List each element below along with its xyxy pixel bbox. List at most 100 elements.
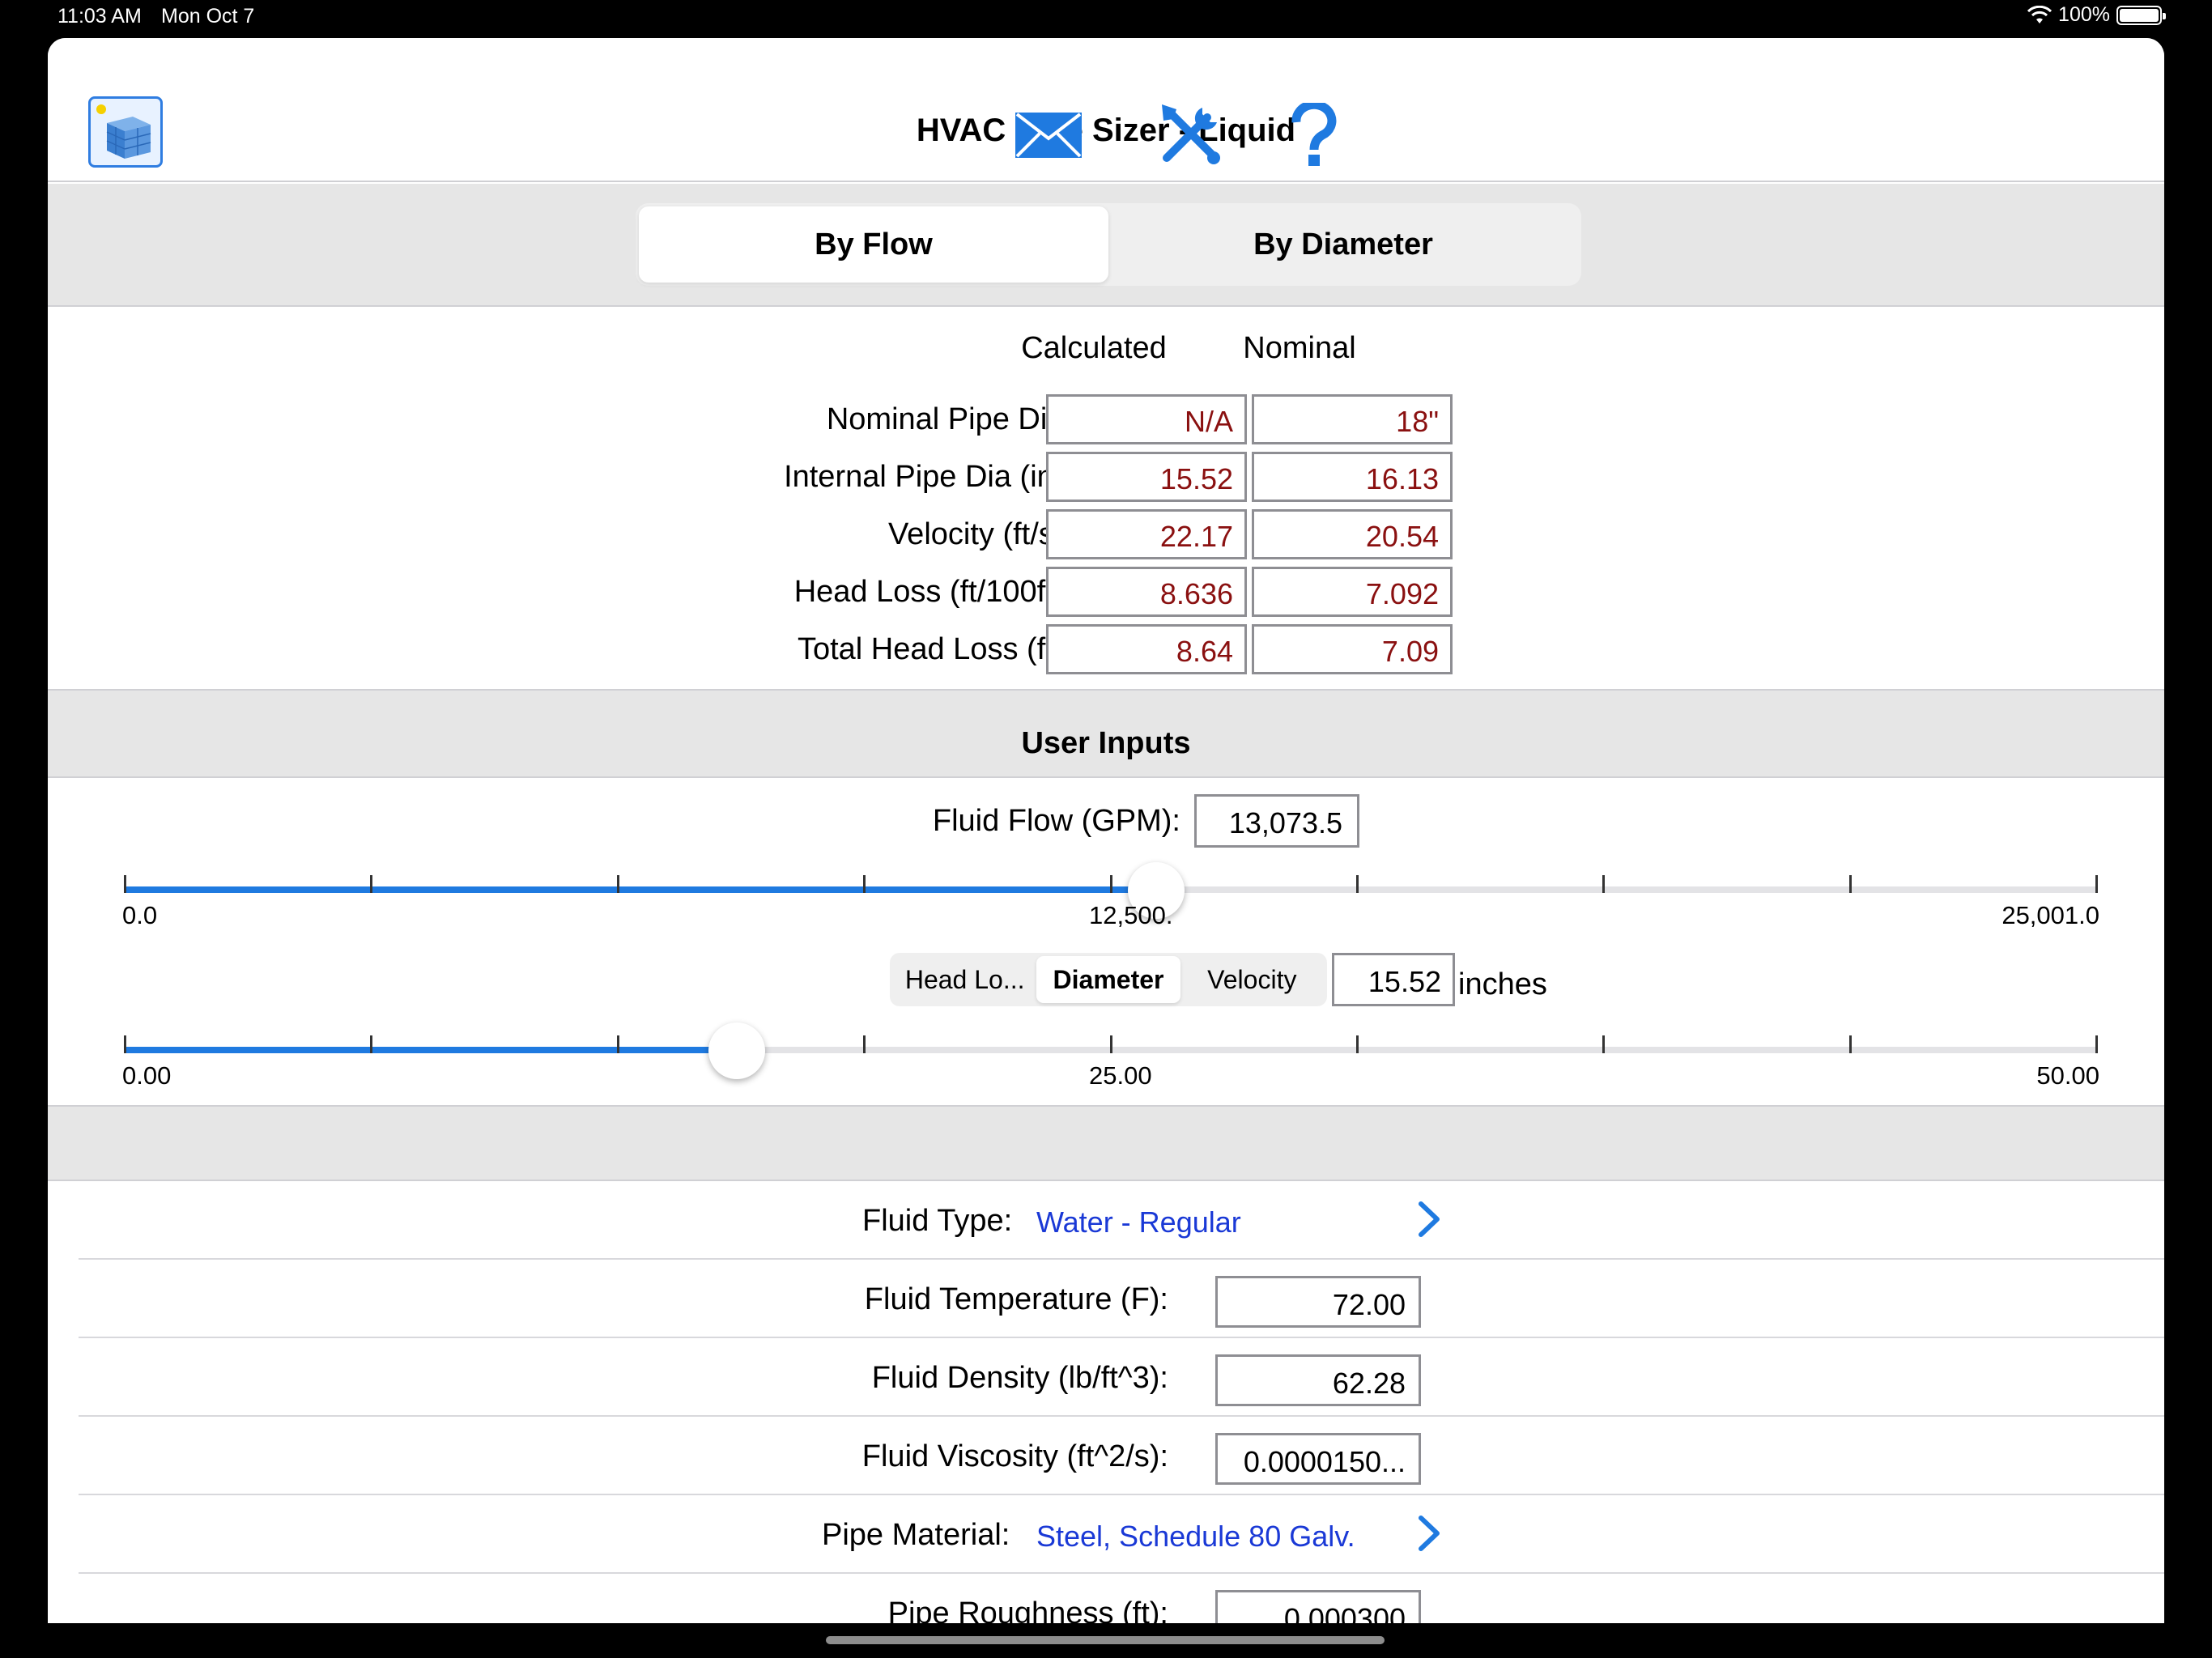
fluid-flow-input[interactable]: 13,073.5 <box>1194 794 1359 848</box>
status-date: Mon Oct 7 <box>161 5 255 28</box>
slider-max-label: 50.00 <box>2036 1061 2099 1090</box>
slider-tick <box>863 1035 866 1053</box>
result-row-internal-dia: Internal Pipe Dia (in): 15.52 16.13 <box>48 452 2164 505</box>
fluid-temperature-label: Fluid Temperature (F): <box>864 1282 1168 1316</box>
fluid-type-value[interactable]: Water - Regular <box>1036 1205 1241 1239</box>
fluid-type-row[interactable]: Fluid Type: Water - Regular <box>79 1181 2164 1260</box>
slider-tick <box>1356 1035 1359 1053</box>
slider-tick <box>1602 1035 1605 1053</box>
tab-by-diameter[interactable]: By Diameter <box>1253 227 1433 261</box>
fluid-density-row: Fluid Density (lb/ft^3): 62.28 <box>79 1338 2164 1417</box>
flow-slider[interactable]: 0.0 12,500. 25,001.0 <box>122 859 2099 929</box>
mail-icon <box>1015 113 1082 158</box>
nominal-value: 18" <box>1252 394 1453 444</box>
calculated-value: 22.17 <box>1046 509 1247 559</box>
home-indicator[interactable] <box>826 1636 1385 1644</box>
tab-by-flow[interactable]: By Flow <box>639 206 1108 283</box>
calculated-header: Calculated <box>1021 331 1167 365</box>
fluid-viscosity-row: Fluid Viscosity (ft^2/s): 0.0000150... <box>79 1417 2164 1495</box>
building-icon[interactable] <box>88 96 163 168</box>
slider-tick <box>617 875 619 893</box>
result-row-total-head-loss: Total Head Loss (ft): 8.64 7.09 <box>48 624 2164 678</box>
slider-tick <box>124 875 126 893</box>
result-row-velocity: Velocity (ft/s): 22.17 20.54 <box>48 509 2164 563</box>
size-mode-segmented-control: Head Lo... Diameter Velocity <box>890 953 1327 1006</box>
wifi-icon <box>2027 5 2052 23</box>
diameter-slider[interactable]: 0.00 25.00 50.00 <box>122 1019 2099 1090</box>
help-button[interactable] <box>1277 98 1351 172</box>
slider-tick <box>124 1035 126 1053</box>
slider-fill <box>124 1047 737 1053</box>
mode-band: By Flow By Diameter <box>48 184 2164 307</box>
nominal-value: 16.13 <box>1252 452 1453 502</box>
slider-tick <box>2095 875 2098 893</box>
result-label: Velocity (ft/s): <box>887 517 1073 551</box>
calculated-value: 8.64 <box>1046 624 1247 674</box>
fluid-viscosity-label: Fluid Viscosity (ft^2/s): <box>861 1439 1168 1473</box>
result-row-head-loss: Head Loss (ft/100ft): 8.636 7.092 <box>48 567 2164 620</box>
nominal-value: 7.092 <box>1252 567 1453 617</box>
result-label: Total Head Loss (ft): <box>797 632 1073 666</box>
slider-tick <box>370 875 372 893</box>
slider-tick <box>1110 1035 1112 1053</box>
results-section: Calculated Nominal Nominal Pipe Dia: N/A… <box>48 307 2164 689</box>
help-icon <box>1291 103 1337 166</box>
tab-head-loss[interactable]: Head Lo... <box>904 964 1025 994</box>
slider-fill <box>124 886 1156 893</box>
result-label: Internal Pipe Dia (in): <box>784 460 1073 494</box>
result-label: Nominal Pipe Dia: <box>826 402 1073 436</box>
fluid-density-label: Fluid Density (lb/ft^3): <box>871 1361 1168 1395</box>
fluid-density-input[interactable]: 62.28 <box>1215 1354 1421 1406</box>
calculated-value: 15.52 <box>1046 452 1247 502</box>
pipe-roughness-label: Pipe Roughness (ft): <box>887 1596 1168 1623</box>
chevron-right-icon[interactable] <box>1413 1199 1445 1239</box>
fluid-type-label: Fluid Type: <box>862 1204 1013 1238</box>
diameter-input[interactable]: 15.52 <box>1332 953 1455 1006</box>
slider-tick <box>1849 875 1852 893</box>
pipe-roughness-input[interactable]: 0.000300 <box>1215 1590 1421 1623</box>
user-inputs-title: User Inputs <box>1021 726 1191 760</box>
pipe-material-value[interactable]: Steel, Schedule 80 Galv. <box>1036 1520 1355 1553</box>
chevron-right-icon[interactable] <box>1413 1513 1445 1554</box>
tools-button[interactable] <box>1152 98 1227 172</box>
slider-tick <box>2095 1035 2098 1053</box>
slider-tick <box>1602 875 1605 893</box>
slider-min-label: 0.00 <box>122 1061 172 1090</box>
fluid-temperature-row: Fluid Temperature (F): 72.00 <box>79 1260 2164 1338</box>
calculated-value: N/A <box>1046 394 1247 444</box>
nominal-header: Nominal <box>1243 331 1356 365</box>
status-right: 100% <box>2027 3 2166 27</box>
slider-knob[interactable] <box>708 1022 765 1079</box>
slider-tick <box>1110 875 1112 893</box>
slider-tick <box>1356 875 1359 893</box>
pipe-material-label: Pipe Material: <box>822 1518 1010 1552</box>
section-spacer <box>48 1105 2164 1181</box>
tools-icon <box>1162 104 1220 164</box>
page-title: HVAC Pipe Sizer - Liquid <box>916 113 1296 148</box>
nominal-value: 20.54 <box>1252 509 1453 559</box>
diameter-unit: inches <box>1458 967 1547 1001</box>
tab-velocity[interactable]: Velocity <box>1207 964 1297 994</box>
user-inputs-header: User Inputs <box>48 689 2164 778</box>
status-time: 11:03 AM <box>57 5 142 28</box>
slider-tick <box>617 1035 619 1053</box>
slider-min-label: 0.0 <box>122 901 158 929</box>
slider-tick <box>370 1035 372 1053</box>
nav-bar: HVAC Pipe Sizer - Liquid <box>48 38 2164 182</box>
properties-section: Fluid Type: Water - Regular Fluid Temper… <box>48 1181 2164 1623</box>
slider-mid-label: 12,500. <box>1089 901 1173 929</box>
pipe-material-row[interactable]: Pipe Material: Steel, Schedule 80 Galv. <box>79 1495 2164 1574</box>
calculated-value: 8.636 <box>1046 567 1247 617</box>
result-label: Head Loss (ft/100ft): <box>793 575 1073 609</box>
nominal-value: 7.09 <box>1252 624 1453 674</box>
pipe-roughness-row: Pipe Roughness (ft): 0.000300 <box>79 1574 2164 1623</box>
status-bar: 11:03 AM Mon Oct 7 100% <box>0 0 2212 36</box>
fluid-viscosity-input[interactable]: 0.0000150... <box>1215 1433 1421 1485</box>
fluid-flow-label: Fluid Flow (GPM): <box>932 804 1180 838</box>
slider-knob[interactable] <box>1128 862 1185 919</box>
mail-button[interactable] <box>1011 98 1086 172</box>
fluid-temperature-input[interactable]: 72.00 <box>1215 1276 1421 1328</box>
inputs-section: Fluid Flow (GPM): 13,073.5 0.0 12,500. 2… <box>48 778 2164 1105</box>
tab-diameter[interactable]: Diameter <box>1036 956 1180 1003</box>
slider-tick <box>1849 1035 1852 1053</box>
